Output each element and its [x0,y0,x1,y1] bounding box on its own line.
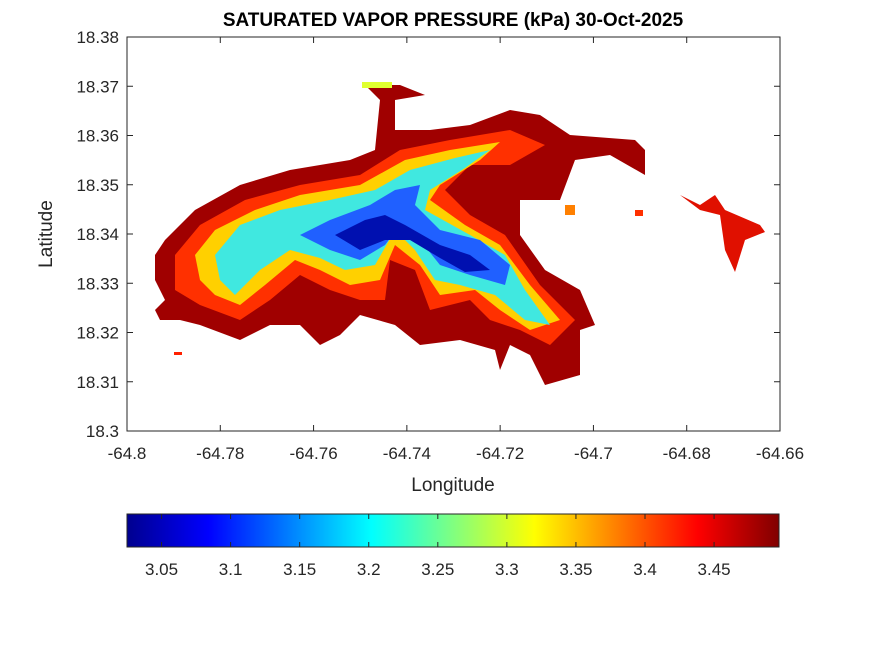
y-tick-label: 18.3 [86,422,119,441]
colorbar-tick-label: 3.25 [421,560,454,579]
colorbar-tick-label: 3.15 [283,560,316,579]
colorbar-tick-label: 3.05 [145,560,178,579]
y-axis-label: Latitude [36,200,57,268]
x-tick-label: -64.76 [289,444,337,463]
y-tick-label: 18.32 [76,324,119,343]
x-axis-label: Longitude [411,475,494,496]
chart-title: SATURATED VAPOR PRESSURE (kPa) 30-Oct-20… [223,10,684,31]
colorbar-tick-label: 3.4 [633,560,657,579]
x-tick-label: -64.68 [663,444,711,463]
colorbar-tick-label: 3.3 [495,560,519,579]
x-tick-label: -64.8 [108,444,147,463]
colorbar [126,513,780,548]
x-tick-label: -64.74 [383,444,431,463]
colorbar-tick-label: 3.45 [698,560,731,579]
map-field [155,82,765,385]
x-tick-label: -64.78 [196,444,244,463]
y-tick-label: 18.37 [76,77,119,96]
x-tick-label: -64.72 [476,444,524,463]
colorbar-tick-label: 3.35 [559,560,592,579]
x-tick-label: -64.7 [574,444,613,463]
y-tick-label: 18.34 [76,225,119,244]
y-tick-label: 18.31 [76,373,119,392]
y-tick-label: 18.33 [76,274,119,293]
x-tick-label: -64.66 [756,444,804,463]
y-tick-label: 18.38 [76,28,119,47]
colorbar-tick-label: 3.2 [357,560,381,579]
y-tick-label: 18.35 [76,176,119,195]
y-tick-label: 18.36 [76,127,119,146]
colorbar-tick-label: 3.1 [219,560,243,579]
